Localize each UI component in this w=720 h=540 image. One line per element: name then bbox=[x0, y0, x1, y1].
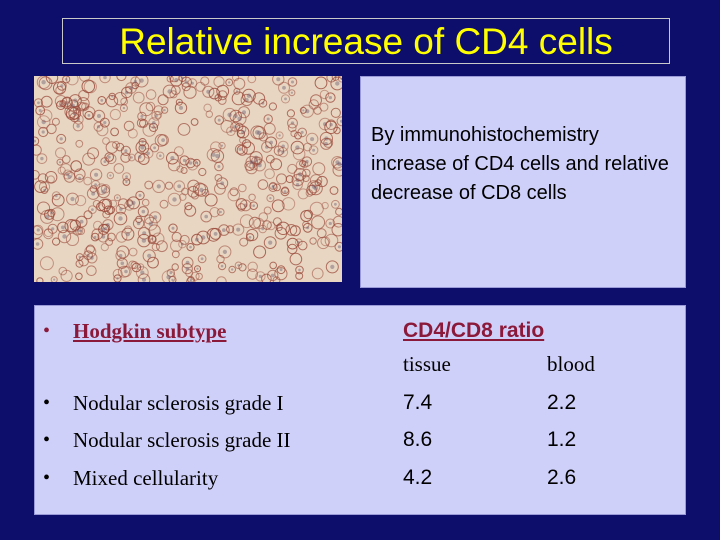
header-ratio: CD4/CD8 ratio bbox=[403, 319, 545, 342]
caption-panel: By immunohistochemistry increase of CD4 … bbox=[360, 76, 686, 288]
bullet: • bbox=[43, 467, 51, 489]
micrograph-image bbox=[34, 76, 342, 282]
table-header-row: • Hodgkin subtype CD4/CD8 ratio bbox=[35, 316, 685, 346]
row-blood: 1.2 bbox=[547, 428, 577, 451]
row-tissue: 7.4 bbox=[403, 391, 433, 414]
row-blood: 2.2 bbox=[547, 391, 577, 414]
table-subheader-row: tissue blood bbox=[35, 349, 685, 379]
header-subtype: Hodgkin subtype bbox=[73, 319, 227, 343]
row-tissue: 4.2 bbox=[403, 466, 433, 489]
table-row: • Nodular sclerosis grade II 8.6 1.2 bbox=[35, 425, 685, 455]
row-blood: 2.6 bbox=[547, 466, 577, 489]
subheader-tissue: tissue bbox=[403, 352, 451, 376]
bullet: • bbox=[43, 392, 51, 414]
subheader-blood: blood bbox=[547, 352, 595, 376]
slide-title-box: Relative increase of CD4 cells bbox=[62, 18, 670, 64]
slide-title: Relative increase of CD4 cells bbox=[119, 20, 613, 62]
row-subtype: Mixed cellularity bbox=[73, 466, 219, 490]
ratio-table: • Hodgkin subtype CD4/CD8 ratio tissue b… bbox=[34, 305, 686, 515]
row-subtype: Nodular sclerosis grade II bbox=[73, 428, 291, 452]
bullet: • bbox=[43, 429, 51, 451]
table-row: • Mixed cellularity 4.2 2.6 bbox=[35, 463, 685, 493]
row-tissue: 8.6 bbox=[403, 428, 433, 451]
row-subtype: Nodular sclerosis grade I bbox=[73, 391, 284, 415]
micrograph-icon bbox=[34, 76, 342, 282]
table-row: • Nodular sclerosis grade I 7.4 2.2 bbox=[35, 388, 685, 418]
caption-text: By immunohistochemistry increase of CD4 … bbox=[371, 124, 669, 204]
bullet: • bbox=[43, 320, 51, 342]
